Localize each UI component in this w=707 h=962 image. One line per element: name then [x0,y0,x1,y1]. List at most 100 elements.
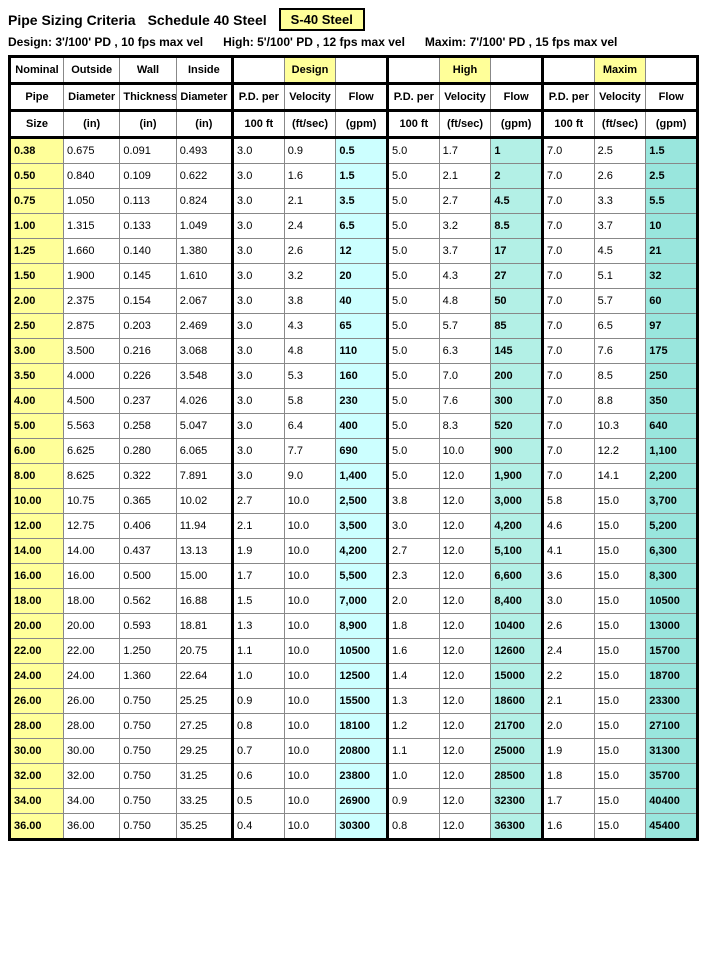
cell: 1.3 [388,689,440,714]
h2-10: P.D. per [542,84,594,111]
cell: 10.75 [64,489,120,514]
material-badge: S-40 Steel [279,8,365,31]
cell: 18600 [491,689,543,714]
cell: 22.00 [10,639,64,664]
cell: 3.0 [542,589,594,614]
cell: 1.8 [388,614,440,639]
cell: 3.2 [284,264,336,289]
cell: 3.6 [542,564,594,589]
cell: 12.0 [439,614,491,639]
table-row: 3.003.5000.2163.0683.04.81105.06.31457.0… [10,339,698,364]
cell: 20 [336,264,388,289]
cell: 5.0 [388,439,440,464]
cell: 36.00 [64,814,120,840]
cell: 1.00 [10,214,64,239]
cell: 0.216 [120,339,176,364]
cell: 15.0 [594,489,646,514]
cell: 10.0 [284,764,336,789]
cell: 1.3 [233,614,285,639]
cell: 1.900 [64,264,120,289]
cell: 16.00 [64,564,120,589]
cell: 13.13 [176,539,232,564]
cell: 25.25 [176,689,232,714]
cell: 7.7 [284,439,336,464]
cell: 10.0 [284,589,336,614]
cell: 5.0 [388,364,440,389]
cell: 3,700 [646,489,698,514]
cell: 5.8 [542,489,594,514]
cell: 1.0 [233,664,285,689]
h1-10 [542,57,594,84]
cell: 15000 [491,664,543,689]
cell: 2.50 [10,314,64,339]
cell: 1,400 [336,464,388,489]
table-row: 8.008.6250.3227.8913.09.01,4005.012.01,9… [10,464,698,489]
cell: 15.0 [594,564,646,589]
cell: 400 [336,414,388,439]
cell: 30300 [336,814,388,840]
cell: 10.02 [176,489,232,514]
cell: 1.315 [64,214,120,239]
cell: 230 [336,389,388,414]
cell: 0.4 [233,814,285,840]
cell: 350 [646,389,698,414]
table-row: 14.0014.000.43713.131.910.04,2002.712.05… [10,539,698,564]
cell: 15500 [336,689,388,714]
h3-4: 100 ft [233,111,285,138]
cell: 12.0 [439,639,491,664]
cell: 28.00 [64,714,120,739]
cell: 2.5 [594,138,646,164]
cell: 0.365 [120,489,176,514]
cell: 1.7 [233,564,285,589]
cell: 5.0 [388,214,440,239]
criteria-design: Design: 3'/100' PD , 10 fps max vel [8,35,203,49]
cell: 3.500 [64,339,120,364]
cell: 900 [491,439,543,464]
cell: 12.0 [439,814,491,840]
h2-0: Pipe [10,84,64,111]
cell: 0.258 [120,414,176,439]
header-row-2: Pipe Diameter Thickness Diameter P.D. pe… [10,84,698,111]
cell: 3.00 [10,339,64,364]
h3-1: (in) [64,111,120,138]
cell: 5.0 [388,189,440,214]
h3-10: 100 ft [542,111,594,138]
cell: 3.0 [233,289,285,314]
h3-8: (ft/sec) [439,111,491,138]
cell: 0.622 [176,164,232,189]
cell: 3.0 [233,339,285,364]
table-row: 1.001.3150.1331.0493.02.46.55.03.28.57.0… [10,214,698,239]
cell: 2.1 [233,514,285,539]
cell: 16.88 [176,589,232,614]
cell: 0.113 [120,189,176,214]
cell: 7.0 [542,264,594,289]
pipe-sizing-table: Nominal Outside Wall Inside Design High … [8,55,699,841]
table-row: 5.005.5630.2585.0473.06.44005.08.35207.0… [10,414,698,439]
cell: 85 [491,314,543,339]
cell: 3.5 [336,189,388,214]
cell: 3.0 [233,389,285,414]
cell: 3.0 [233,239,285,264]
cell: 50 [491,289,543,314]
cell: 3.8 [284,289,336,314]
cell: 1.7 [542,789,594,814]
cell: 15.00 [176,564,232,589]
cell: 2.7 [233,489,285,514]
cell: 10 [646,214,698,239]
cell: 0.154 [120,289,176,314]
h1-7 [388,57,440,84]
h2-1: Diameter [64,84,120,111]
cell: 3,000 [491,489,543,514]
cell: 0.493 [176,138,232,164]
h1-1: Outside [64,57,120,84]
cell: 25000 [491,739,543,764]
cell: 250 [646,364,698,389]
cell: 31.25 [176,764,232,789]
table-row: 4.004.5000.2374.0263.05.82305.07.63007.0… [10,389,698,414]
cell: 23300 [646,689,698,714]
table-row: 30.0030.000.75029.250.710.0208001.112.02… [10,739,698,764]
cell: 15.0 [594,814,646,840]
cell: 4.026 [176,389,232,414]
cell: 12.0 [439,464,491,489]
cell: 15.0 [594,764,646,789]
